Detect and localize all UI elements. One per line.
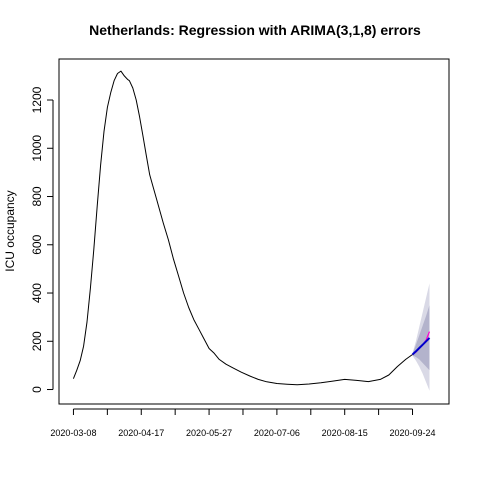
x-tick-label: 2020-07-06 (254, 428, 300, 438)
x-tick-label: 2020-08-15 (322, 428, 368, 438)
x-tick-label: 2020-04-17 (118, 428, 164, 438)
x-tick-label: 2020-03-08 (50, 428, 96, 438)
y-tick-label: 800 (30, 186, 44, 206)
y-tick-label: 200 (30, 331, 44, 351)
y-tick-label: 400 (30, 283, 44, 303)
series-line-forecast (411, 337, 431, 356)
chart-title: Netherlands: Regression with ARIMA(3,1,8… (89, 22, 421, 38)
y-tick-label: 1000 (30, 135, 44, 162)
y-axis-label: ICU occupancy (3, 190, 17, 271)
x-tick-label: 2020-05-27 (186, 428, 232, 438)
plot-frame (58, 58, 450, 405)
x-tick-label: 2020-09-24 (389, 428, 435, 438)
y-axis: 0 200 400 600 800 1000 1200 (30, 86, 54, 393)
interval-band-inner (412, 305, 430, 371)
x-axis: 2020-03-08 2020-04-17 2020-05-27 2020-07-06… (50, 408, 436, 438)
prediction-intervals (412, 283, 430, 391)
y-tick-label: 0 (30, 386, 44, 393)
y-tick-label: 600 (30, 234, 44, 254)
series-line-observed (72, 70, 413, 386)
series-lines (72, 70, 431, 386)
y-tick-label: 1200 (30, 86, 44, 113)
